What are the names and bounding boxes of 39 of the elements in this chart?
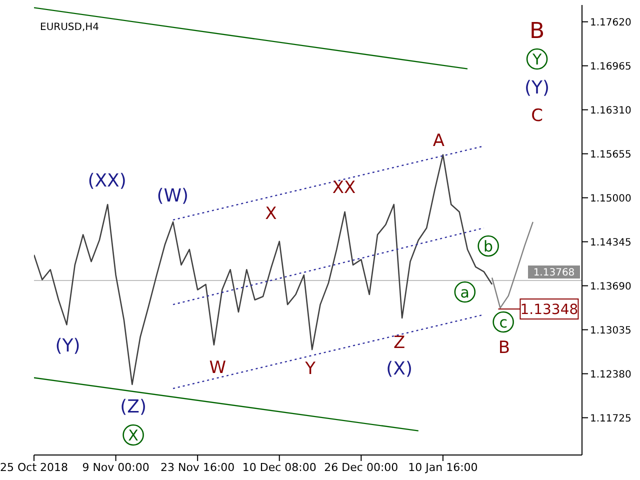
y-tick-label: 1.14345	[590, 237, 632, 248]
ref-line-label: 1.13768	[533, 268, 575, 279]
annotation: (W)	[156, 185, 189, 206]
line-series	[34, 154, 493, 386]
y-tick-label: 1.16310	[590, 105, 632, 116]
x-tick-label: 9 Nov 00:00	[82, 460, 150, 474]
y-tick-label: 1.12380	[590, 369, 632, 380]
x-tick-label: 10 Jan 16:00	[408, 460, 478, 474]
annotation: (Y)	[524, 77, 550, 98]
annotation: W	[209, 358, 226, 378]
annotation: (X)	[386, 358, 413, 380]
y-tick-label: 1.16965	[590, 61, 632, 72]
annotation: (XX)	[88, 170, 126, 192]
y-tick-label: 1.15655	[590, 149, 632, 160]
y-tick-label: 1.13690	[590, 281, 632, 292]
annotation: Y	[304, 359, 316, 380]
annotation: XX	[332, 178, 356, 198]
annotation: Y	[531, 50, 542, 68]
annotation: (Z)	[120, 396, 146, 418]
annotation: (Y)	[55, 335, 80, 356]
x-tick-label: 23 Nov 16:00	[160, 460, 235, 474]
y-tick-label: 1.15000	[590, 193, 632, 204]
annotation: 1.13348	[520, 302, 578, 318]
text: EURUSD,H4	[40, 22, 100, 33]
annotation: B	[529, 18, 545, 44]
y-tick-label: 1.17620	[590, 17, 632, 28]
y-tick-label: 1.13035	[590, 325, 632, 336]
annotation: X	[265, 204, 278, 224]
annotation: X	[128, 426, 138, 444]
y-tick-label: 1.11725	[590, 413, 632, 424]
annotation: A	[432, 131, 445, 152]
x-tick-label: 26 Dec 00:00	[324, 460, 398, 474]
x-tick-label: 10 Dec 08:00	[242, 460, 316, 474]
annotation: a	[460, 283, 470, 302]
x-tick-label: 25 Oct 2018	[0, 460, 68, 474]
annotation: b	[484, 237, 494, 256]
annotation: B	[498, 338, 510, 358]
annotation: Z	[394, 333, 406, 354]
annotation: C	[531, 106, 543, 126]
